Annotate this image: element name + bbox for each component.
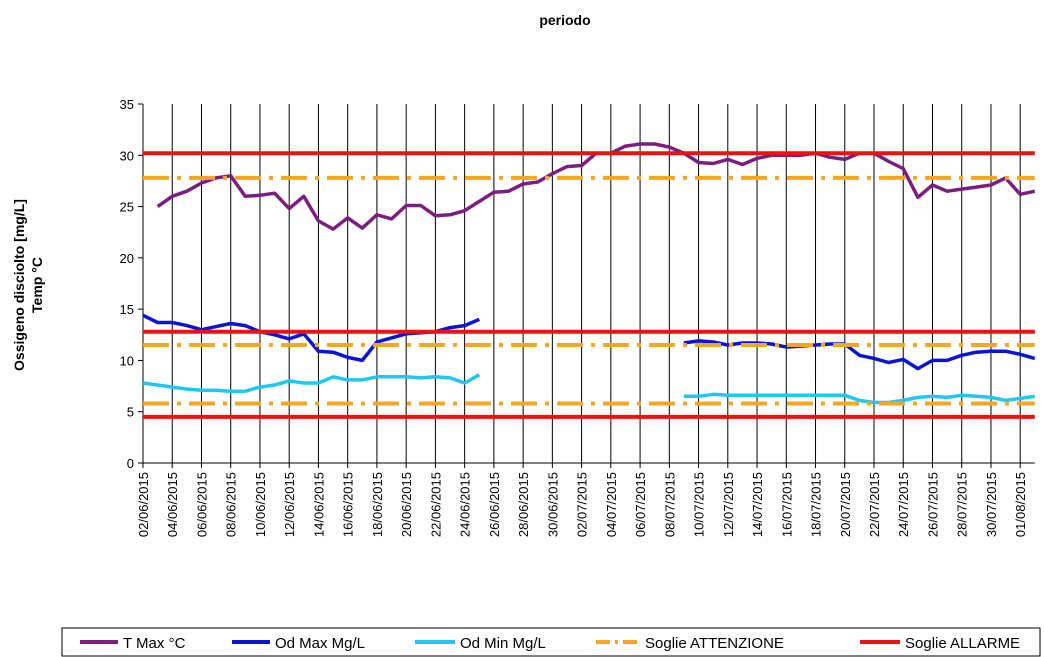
y-tick-label: 10 <box>120 353 134 368</box>
x-tick-label: 14/07/2015 <box>750 472 765 537</box>
legend-label: Od Min Mg/L <box>460 635 546 652</box>
y-axis-label: Temp °C <box>29 257 45 313</box>
legend-label: Od Max Mg/L <box>275 635 365 652</box>
x-tick-label: 16/06/2015 <box>341 472 356 537</box>
y-tick-label: 5 <box>127 405 134 420</box>
x-tick-label: 16/07/2015 <box>779 472 794 537</box>
x-tick-label: 22/07/2015 <box>867 472 882 537</box>
y-tick-label: 15 <box>120 302 134 317</box>
chart-title: periodo <box>539 12 590 28</box>
x-tick-label: 24/06/2015 <box>458 472 473 537</box>
x-tick-label: 18/07/2015 <box>809 472 824 537</box>
x-tick-label: 30/06/2015 <box>545 472 560 537</box>
x-tick-label: 02/06/2015 <box>136 472 151 537</box>
x-tick-label: 20/06/2015 <box>399 472 414 537</box>
series-line <box>142 313 1036 371</box>
x-tick-label: 01/08/2015 <box>1013 472 1028 537</box>
x-tick-label: 26/06/2015 <box>487 472 502 537</box>
x-tick-label: 04/06/2015 <box>165 472 180 537</box>
y-tick-label: 30 <box>120 148 134 163</box>
x-tick-label: 06/06/2015 <box>194 472 209 537</box>
y-tick-label: 25 <box>120 200 134 215</box>
x-tick-label: 02/07/2015 <box>575 472 590 537</box>
x-tick-label: 18/06/2015 <box>370 472 385 537</box>
x-tick-label: 08/07/2015 <box>662 472 677 537</box>
x-tick-label: 28/06/2015 <box>516 472 531 537</box>
y-axis-label: Ossigeno disciolto [mg/L] <box>11 199 27 371</box>
legend-label: Soglie ALLARME <box>905 635 1020 652</box>
x-tick-label: 10/07/2015 <box>692 472 707 537</box>
x-tick-label: 08/06/2015 <box>224 472 239 537</box>
legend-box <box>61 627 1041 657</box>
x-tick-label: 14/06/2015 <box>311 472 326 537</box>
legend-label: Soglie ATTENZIONE <box>645 635 784 652</box>
x-tick-label: 04/07/2015 <box>604 472 619 537</box>
x-tick-label: 10/06/2015 <box>253 472 268 537</box>
y-tick-label: 0 <box>127 456 134 471</box>
x-tick-label: 06/07/2015 <box>633 472 648 537</box>
x-tick-label: 30/07/2015 <box>984 472 999 537</box>
x-tick-label: 28/07/2015 <box>955 472 970 537</box>
x-tick-label: 12/06/2015 <box>282 472 297 537</box>
x-tick-label: 20/07/2015 <box>838 472 853 537</box>
y-tick-label: 35 <box>120 97 134 112</box>
x-tick-label: 26/07/2015 <box>925 472 940 537</box>
x-tick-label: 12/07/2015 <box>721 472 736 537</box>
x-tick-label: 24/07/2015 <box>896 472 911 537</box>
x-tick-label: 22/06/2015 <box>428 472 443 537</box>
legend-label: T Max °C <box>123 635 186 652</box>
series-line <box>142 373 1036 405</box>
y-tick-label: 20 <box>120 251 134 266</box>
